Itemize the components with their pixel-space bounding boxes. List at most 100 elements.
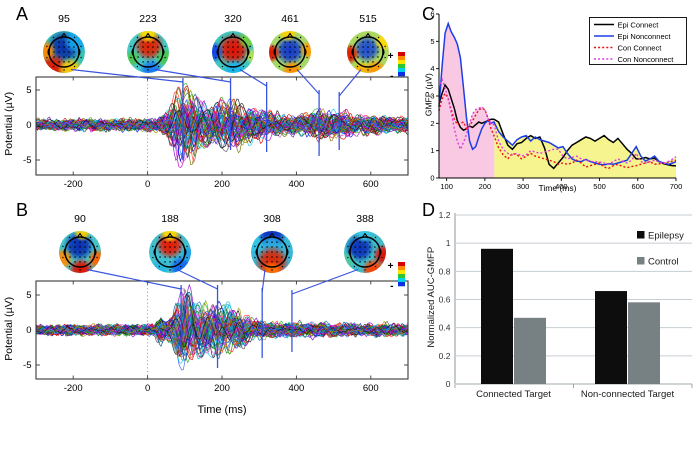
- topo-latency-label: 188: [161, 213, 179, 225]
- topo-map-90: [59, 231, 101, 273]
- nose-marker: [166, 232, 174, 239]
- bar-control-connected: [514, 317, 546, 384]
- y-tick-label: -5: [23, 360, 31, 371]
- head-outline: [154, 236, 186, 268]
- panel-a-letter: A: [16, 4, 29, 24]
- x-tick-label: 0: [145, 179, 150, 190]
- y-tick-label: 4: [430, 64, 434, 73]
- topo-connector-line: [338, 69, 362, 97]
- gmfp-curve: [438, 83, 676, 170]
- y-tick-label: 0: [26, 120, 31, 131]
- topo-connector-line: [296, 69, 320, 95]
- x-tick-label: 200: [479, 182, 492, 191]
- panel-c-letter: C: [422, 4, 435, 24]
- nose-marker: [229, 32, 237, 39]
- topo-map-320: [212, 31, 254, 73]
- topo-latency-label: 515: [359, 13, 377, 25]
- panel-d-bar-chart: 0 0.2 0.4 0.6 0.8 1 1.2 Connected Target Non-con…: [439, 210, 693, 400]
- topo-map-188: [149, 231, 191, 273]
- topo-map-308: [251, 231, 293, 273]
- colorbar-plus-label: +: [388, 261, 394, 272]
- head-outline: [349, 236, 381, 268]
- panel-b-xaxis-label: Time (ms): [197, 404, 247, 416]
- x-tick-label: 300: [517, 182, 530, 191]
- y-tick-label: 1: [430, 146, 434, 155]
- x-tick-label: 700: [670, 182, 683, 191]
- panel-b-letter: B: [16, 200, 29, 220]
- y-tick-label: 5: [26, 85, 31, 96]
- colorbar-minus-label: -: [390, 281, 393, 292]
- y-tick-label: 6: [430, 10, 434, 19]
- x-tick-label: 200: [214, 383, 230, 394]
- topo-colorbar: +-: [388, 261, 405, 292]
- legend-entry-label: Con Nonconnect: [618, 55, 675, 64]
- y-tick-label: 1.2: [439, 210, 451, 220]
- bar-epilepsy-connected: [481, 248, 513, 384]
- x-tick-label: 400: [288, 383, 304, 394]
- x-tick-label: 400: [288, 179, 304, 190]
- y-tick-label: 0.2: [439, 351, 451, 361]
- x-tick-label: 100: [440, 182, 453, 191]
- category-label: Connected Target: [476, 389, 551, 400]
- eeg-traces: [36, 283, 408, 371]
- topo-latency-label: 388: [356, 213, 374, 225]
- legend-swatch: [637, 257, 645, 265]
- head-outline: [217, 36, 249, 68]
- gmfp-curve: [438, 21, 677, 166]
- legend-entry-label: Con Connect: [618, 43, 663, 52]
- topo-colorbar: +-: [388, 51, 405, 82]
- panel-d-legend: Epilepsy Control: [637, 231, 684, 268]
- topo-latency-label: 461: [281, 13, 299, 25]
- topo-connector-line: [291, 268, 359, 295]
- head-outline: [352, 36, 384, 68]
- topo-map-461: [269, 31, 311, 73]
- topo-connector-line: [70, 68, 184, 83]
- y-tick-label: 0.6: [439, 295, 451, 305]
- topo-connector-line: [239, 69, 267, 87]
- topo-latency-label: 320: [224, 13, 242, 25]
- panel-c-yaxis-label: GMFP (µV): [423, 73, 434, 117]
- y-tick-label: 3: [430, 92, 434, 101]
- nose-marker: [76, 232, 84, 239]
- auc-shaded-region: [494, 119, 676, 178]
- gmfp-curve: [438, 77, 677, 166]
- panel-d-letter: D: [422, 200, 435, 220]
- colorbar-minus-label: -: [390, 71, 393, 82]
- y-tick-label: 0: [26, 325, 31, 336]
- topo-latency-label: 90: [74, 213, 86, 225]
- topo-latency-label: 95: [58, 13, 70, 25]
- panel-c-legend: Epi Connect Epi Nonconnect Con Connect Con …: [589, 17, 687, 65]
- nose-marker: [364, 32, 372, 39]
- topo-latency-label: 223: [139, 13, 157, 25]
- head-outline: [274, 36, 306, 68]
- y-tick-label: 2: [430, 119, 434, 128]
- nose-marker: [361, 232, 369, 239]
- topo-latency-label: 308: [263, 213, 281, 225]
- head-outline: [48, 36, 80, 68]
- y-tick-label: 0: [446, 379, 451, 389]
- head-outline: [256, 236, 288, 268]
- nose-marker: [60, 32, 68, 39]
- nose-marker: [268, 232, 276, 239]
- colorbar-plus-label: +: [388, 51, 394, 62]
- eeg-traces: [36, 83, 408, 169]
- x-tick-label: -200: [64, 383, 83, 394]
- category-label: Non-connected Target: [581, 389, 675, 400]
- auc-shaded-region: [439, 24, 495, 178]
- y-tick-label: 1: [446, 238, 451, 248]
- x-tick-label: -200: [64, 179, 83, 190]
- legend-entry-label: Control: [648, 257, 679, 268]
- bar-control-nonconnected: [628, 302, 660, 384]
- bar-epilepsy-nonconnected: [595, 291, 627, 384]
- x-tick-label: 600: [363, 383, 379, 394]
- legend-entry-label: Epi Nonconnect: [618, 32, 672, 41]
- x-tick-label: 400: [555, 182, 568, 191]
- y-tick-label: -5: [23, 155, 31, 166]
- topo-connector-line: [261, 269, 266, 293]
- panel-c-xaxis-label: Time (ms): [538, 183, 577, 193]
